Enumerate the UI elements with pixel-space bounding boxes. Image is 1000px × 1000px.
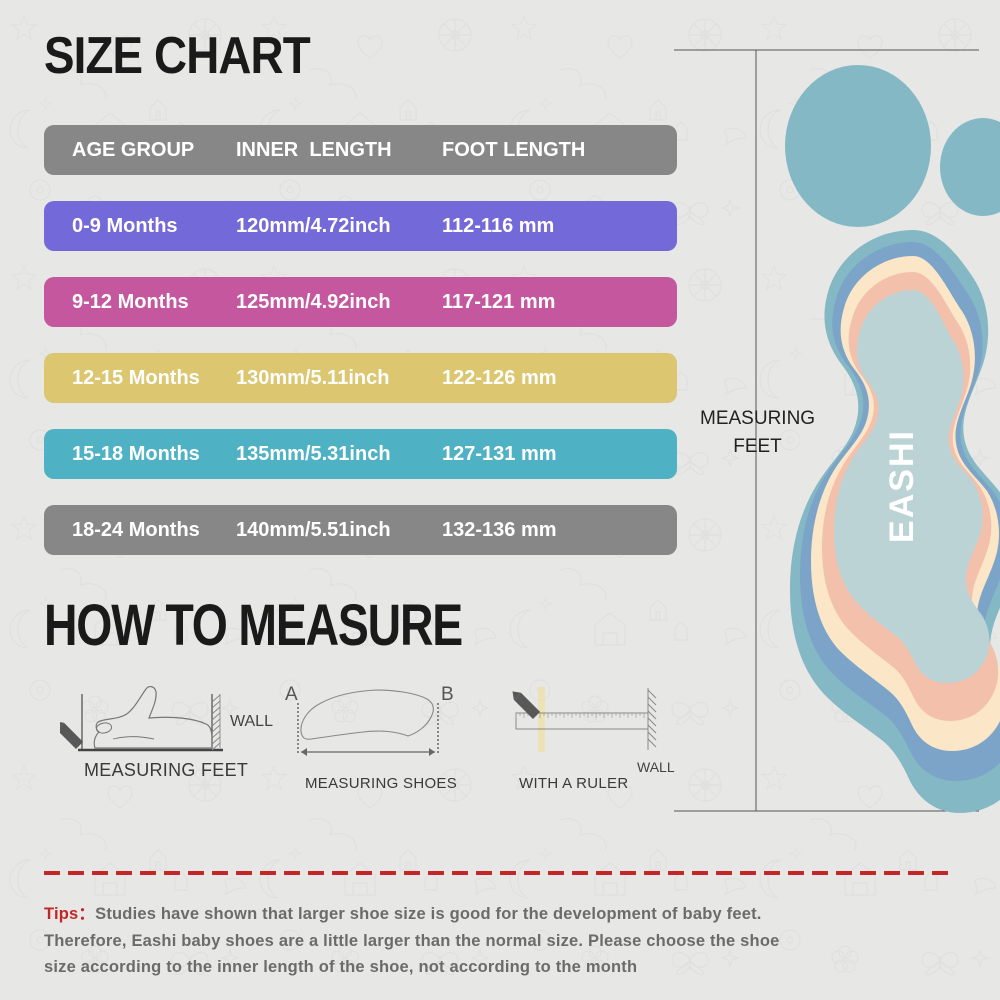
svg-text:EASHI: EASHI xyxy=(883,429,921,543)
